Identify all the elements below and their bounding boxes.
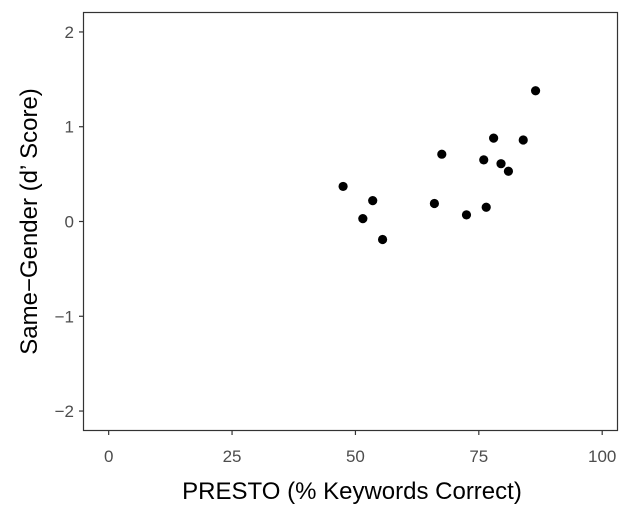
x-axis: 0 25 50 75 100 (104, 430, 616, 466)
x-tick-label: 25 (223, 447, 242, 466)
data-point (489, 133, 499, 143)
y-tick-label: −2 (55, 402, 74, 421)
data-point (481, 202, 491, 212)
data-point (377, 234, 388, 245)
data-point (503, 166, 514, 176)
data-point (479, 155, 489, 165)
y-tick-label: −1 (55, 307, 74, 326)
data-point (358, 214, 368, 224)
x-tick-label: 0 (104, 447, 113, 466)
data-point (437, 149, 447, 159)
x-tick-label: 50 (346, 447, 365, 466)
y-tick-label: 1 (65, 118, 74, 137)
y-tick-label: 0 (65, 213, 74, 232)
data-point (429, 198, 439, 209)
data-point (518, 135, 528, 145)
data-point (338, 181, 348, 192)
x-tick-label: 100 (588, 447, 616, 466)
y-tick-label: 2 (65, 23, 74, 42)
x-tick-label: 75 (469, 447, 488, 466)
data-point (461, 210, 472, 220)
data-point (530, 86, 541, 96)
plot-panel-border (82, 11, 619, 432)
data-point (496, 159, 506, 169)
x-axis-title: PRESTO (% Keywords Correct) (182, 478, 522, 505)
data-points (338, 86, 541, 245)
y-axis: −2 −1 0 1 2 (55, 23, 84, 421)
y-axis-title: Same−Gender (d’ Score) (16, 88, 43, 355)
data-point (368, 196, 378, 206)
